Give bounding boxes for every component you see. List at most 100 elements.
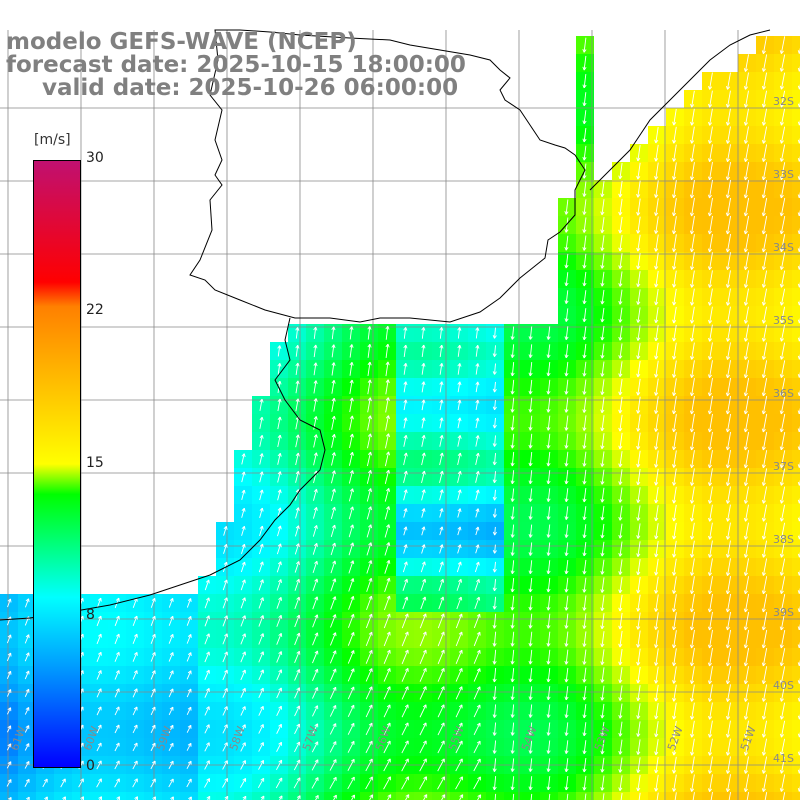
wind-arrow — [618, 559, 623, 575]
wind-arrow — [654, 523, 659, 540]
wind-arrow — [204, 724, 210, 734]
wind-arrow — [564, 290, 569, 304]
wind-arrow — [546, 631, 551, 647]
wind-cell — [162, 792, 180, 800]
wind-arrow — [384, 451, 391, 467]
wind-arrow — [347, 686, 355, 700]
wind-arrow — [618, 505, 623, 521]
wind-arrow — [114, 778, 120, 788]
wind-arrow — [387, 794, 392, 800]
wind-arrow — [367, 397, 372, 413]
wind-cell — [90, 792, 108, 800]
wind-cell — [792, 774, 800, 792]
wind-arrow — [475, 452, 480, 465]
wind-arrow — [492, 453, 497, 466]
wind-arrow — [600, 217, 605, 234]
wind-arrow — [600, 397, 605, 414]
wind-arrow — [743, 431, 750, 451]
wind-arrow — [510, 595, 515, 611]
wind-arrow — [168, 598, 174, 608]
wind-arrow — [510, 686, 515, 700]
wind-cell — [252, 792, 270, 800]
wind-arrow — [654, 450, 659, 468]
wind-arrow — [293, 759, 301, 771]
wind-arrow — [674, 792, 677, 800]
wind-cell — [792, 414, 800, 432]
wind-arrow — [636, 234, 641, 252]
wind-arrow — [240, 760, 246, 770]
wind-arrow — [707, 215, 713, 235]
wind-arrow — [204, 651, 210, 663]
wind-arrow — [779, 215, 786, 235]
wind-arrow — [366, 542, 373, 556]
wind-arrow — [743, 666, 750, 685]
wind-arrow — [277, 452, 282, 465]
wind-arrow — [492, 776, 497, 791]
wind-arrow — [383, 668, 391, 682]
wind-arrow — [402, 578, 409, 591]
wind-arrow — [459, 794, 464, 800]
wind-arrow — [725, 108, 731, 126]
colorbar-tick-8: 8 — [86, 607, 95, 623]
wind-arrow — [690, 288, 695, 306]
wind-arrow — [206, 795, 211, 800]
wind-arrow — [6, 779, 12, 787]
wind-arrow — [457, 508, 462, 518]
wind-arrow — [349, 344, 354, 358]
wind-arrow — [564, 217, 569, 233]
wind-arrow — [654, 396, 659, 414]
wind-arrow — [725, 144, 731, 162]
wind-cell — [594, 792, 612, 800]
wind-arrow — [672, 414, 677, 433]
wind-arrow — [708, 522, 713, 540]
wind-arrow — [743, 576, 750, 595]
wind-arrow — [383, 704, 391, 718]
colorbar — [33, 160, 81, 768]
wind-arrow — [725, 558, 731, 576]
wind-arrow — [366, 488, 372, 502]
wind-arrow — [528, 560, 533, 575]
lat-label: 41S — [773, 752, 794, 765]
wind-arrow — [618, 180, 623, 198]
wind-arrow — [779, 413, 786, 433]
graticule-grid — [0, 30, 800, 800]
wind-cell — [792, 522, 800, 540]
wind-arrow — [743, 306, 749, 324]
wind-cell — [342, 792, 360, 800]
wind-arrow — [222, 778, 229, 788]
wind-arrow — [510, 344, 515, 358]
wind-arrow — [437, 740, 445, 754]
wind-cell — [558, 792, 576, 800]
wind-arrow — [383, 722, 391, 736]
wind-cell — [738, 792, 756, 800]
wind-cell — [792, 666, 800, 684]
wind-arrow — [114, 760, 120, 770]
wind-cell — [792, 486, 800, 504]
wind-arrow — [204, 688, 210, 698]
wind-arrow — [276, 723, 282, 734]
wind-arrow — [439, 417, 444, 429]
wind-arrow — [26, 796, 30, 800]
wind-arrow — [278, 795, 283, 800]
lat-label: 33S — [773, 168, 794, 181]
wind-arrow — [600, 433, 605, 450]
wind-cell — [792, 36, 800, 54]
wind-arrow — [779, 360, 786, 378]
wind-arrow — [564, 488, 569, 503]
wind-arrow — [654, 576, 659, 594]
wind-arrow — [618, 594, 623, 612]
wind-arrow — [150, 742, 156, 752]
wind-arrow — [294, 614, 301, 628]
wind-arrow — [725, 540, 731, 558]
wind-arrow — [295, 380, 300, 394]
wind-arrow — [761, 288, 768, 306]
wind-arrow — [419, 776, 427, 790]
wind-arrow — [437, 649, 445, 665]
wind-arrow — [349, 433, 354, 449]
wind-arrow — [186, 634, 192, 644]
wind-arrow — [564, 344, 569, 359]
wind-arrow — [510, 704, 515, 718]
wind-arrow — [204, 579, 210, 591]
wind-arrow — [564, 469, 569, 485]
wind-arrow — [725, 611, 732, 631]
